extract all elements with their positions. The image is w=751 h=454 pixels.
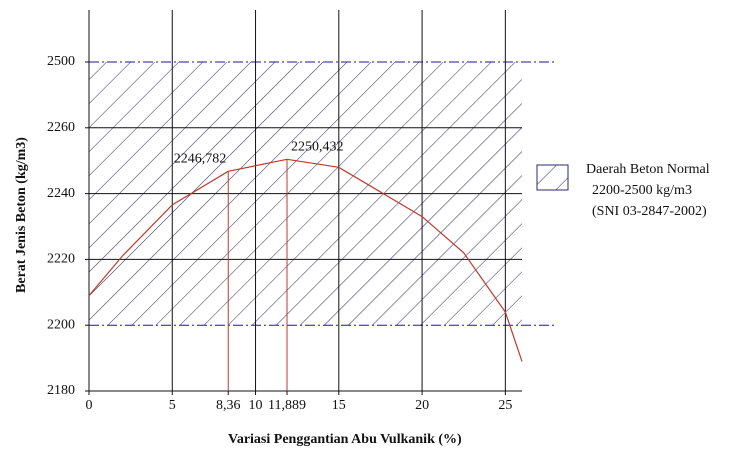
x-tick-label: 20 xyxy=(415,398,429,413)
y-tick-label: 2500 xyxy=(47,54,75,69)
annotation: 2246,782 xyxy=(174,152,227,167)
legend-label: (SNI 03-2847-2002) xyxy=(592,204,707,219)
x-tick-label: 8,36 xyxy=(216,398,241,413)
y-tick-label: 2260 xyxy=(47,120,75,135)
x-tick-label: 25 xyxy=(498,398,512,413)
x-tick-label: 10 xyxy=(249,398,263,413)
y-tick-label: 2220 xyxy=(47,252,75,267)
x-tick-label: 15 xyxy=(332,398,346,413)
legend-label: Daerah Beton Normal xyxy=(586,162,710,177)
y-axis-label: Berat Jenis Beton (kg/m3) xyxy=(14,137,29,293)
y-tick-label: 2240 xyxy=(47,186,75,201)
y-tick-label: 2200 xyxy=(47,317,75,332)
y-tick-label: 2180 xyxy=(47,383,75,398)
x-tick-label: 0 xyxy=(86,398,93,413)
annotation: 2250,432 xyxy=(291,139,344,154)
x-axis-label: Variasi Penggantian Abu Vulkanik (%) xyxy=(228,432,462,447)
line xyxy=(88,158,523,362)
legend-swatch xyxy=(536,164,569,191)
x-tick-label: 11,889 xyxy=(268,398,306,413)
legend-label: 2200-2500 kg/m3 xyxy=(592,183,692,198)
x-tick-label: 5 xyxy=(169,398,176,413)
